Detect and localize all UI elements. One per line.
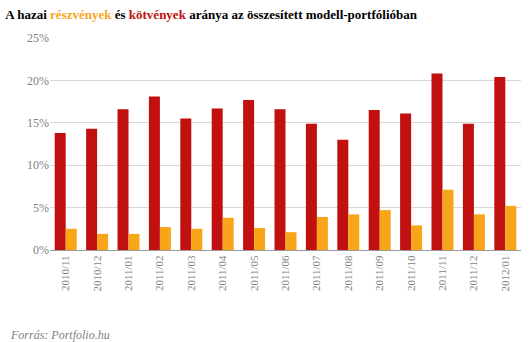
svg-text:15%: 15% — [27, 116, 49, 130]
svg-text:2011/05: 2011/05 — [248, 255, 260, 291]
svg-text:2011/01: 2011/01 — [122, 255, 134, 291]
svg-text:2011/03: 2011/03 — [185, 255, 197, 291]
svg-text:2011/11: 2011/11 — [436, 255, 448, 290]
svg-text:2011/08: 2011/08 — [342, 255, 354, 291]
svg-text:A hazai részvények és kötvénye: A hazai részvények és kötvények aránya a… — [5, 7, 417, 22]
svg-text:2011/12: 2011/12 — [467, 255, 479, 291]
svg-text:Forrás: Portfolio.hu: Forrás: Portfolio.hu — [10, 328, 110, 342]
svg-text:2012/01: 2012/01 — [499, 255, 511, 291]
svg-text:5%: 5% — [33, 201, 49, 215]
svg-text:10%: 10% — [27, 158, 49, 172]
svg-text:2011/02: 2011/02 — [153, 255, 165, 291]
svg-text:0%: 0% — [33, 243, 49, 257]
svg-text:2010/11: 2010/11 — [59, 255, 71, 291]
svg-text:20%: 20% — [27, 74, 49, 88]
svg-text:2010/12: 2010/12 — [91, 255, 103, 291]
svg-text:2011/04: 2011/04 — [216, 255, 228, 291]
svg-text:2011/10: 2011/10 — [405, 255, 417, 291]
svg-text:2011/06: 2011/06 — [279, 255, 291, 291]
svg-text:2011/09: 2011/09 — [373, 255, 385, 291]
svg-text:25%: 25% — [27, 31, 49, 45]
svg-text:2011/07: 2011/07 — [310, 255, 322, 291]
